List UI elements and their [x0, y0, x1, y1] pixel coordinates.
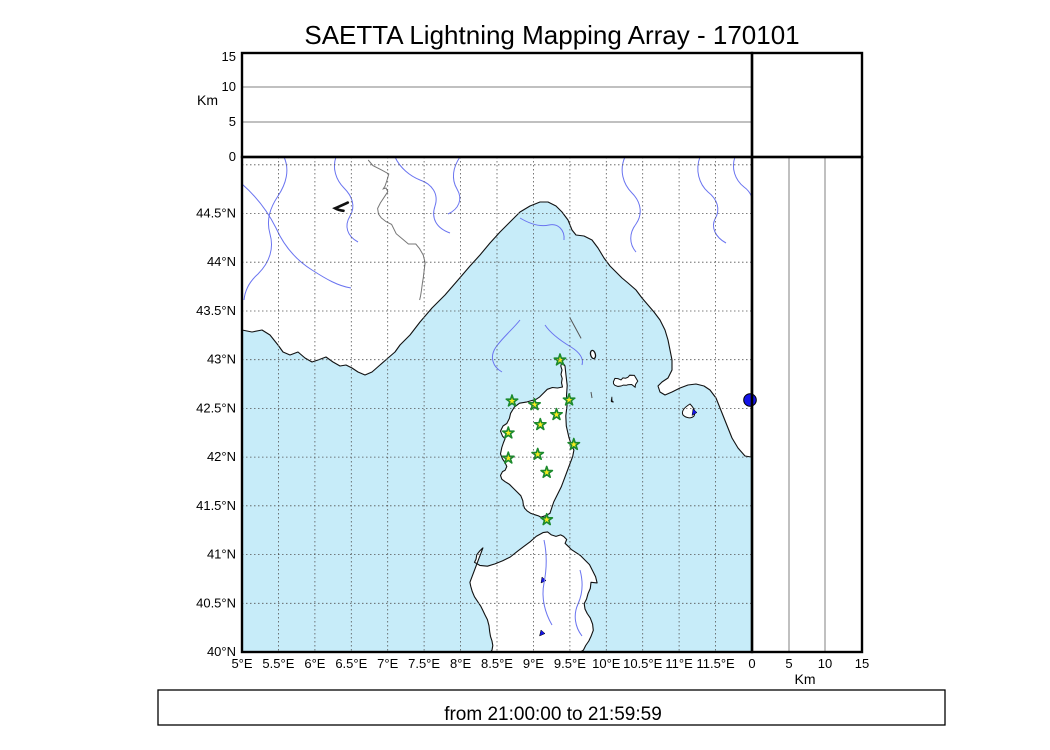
- svg-text:10.5°E: 10.5°E: [623, 656, 663, 671]
- svg-text:44.5°N: 44.5°N: [196, 206, 236, 221]
- svg-text:10: 10: [222, 79, 236, 94]
- svg-text:from 21:00:00 to 21:59:59: from 21:00:00 to 21:59:59: [444, 704, 662, 725]
- svg-text:Km: Km: [197, 92, 218, 108]
- svg-text:0: 0: [229, 149, 236, 164]
- svg-text:8°E: 8°E: [450, 656, 471, 671]
- svg-text:0: 0: [748, 656, 755, 671]
- svg-text:9.5°E: 9.5°E: [554, 656, 586, 671]
- svg-text:10: 10: [818, 656, 832, 671]
- svg-text:7°E: 7°E: [377, 656, 398, 671]
- svg-text:43°N: 43°N: [207, 352, 236, 367]
- svg-text:41°N: 41°N: [207, 547, 236, 562]
- svg-text:11°E: 11°E: [665, 656, 693, 671]
- svg-text:5: 5: [229, 114, 236, 129]
- svg-text:9°E: 9°E: [523, 656, 544, 671]
- svg-text:41.5°N: 41.5°N: [196, 498, 236, 513]
- svg-text:5.5°E: 5.5°E: [262, 656, 294, 671]
- svg-text:15: 15: [222, 49, 236, 64]
- svg-text:15: 15: [855, 656, 869, 671]
- svg-text:40°N: 40°N: [207, 644, 236, 659]
- svg-text:8.5°E: 8.5°E: [481, 656, 513, 671]
- svg-text:11.5°E: 11.5°E: [696, 656, 735, 671]
- svg-text:6°E: 6°E: [304, 656, 325, 671]
- svg-text:6.5°E: 6.5°E: [335, 656, 367, 671]
- svg-text:43.5°N: 43.5°N: [196, 303, 236, 318]
- svg-text:5: 5: [785, 656, 792, 671]
- svg-text:42.5°N: 42.5°N: [196, 400, 236, 415]
- svg-text:Km: Km: [795, 671, 816, 687]
- svg-text:7.5°E: 7.5°E: [408, 656, 440, 671]
- svg-text:44°N: 44°N: [207, 254, 236, 269]
- svg-text:10°E: 10°E: [592, 656, 621, 671]
- svg-text:40.5°N: 40.5°N: [196, 595, 236, 610]
- svg-text:42°N: 42°N: [207, 449, 236, 464]
